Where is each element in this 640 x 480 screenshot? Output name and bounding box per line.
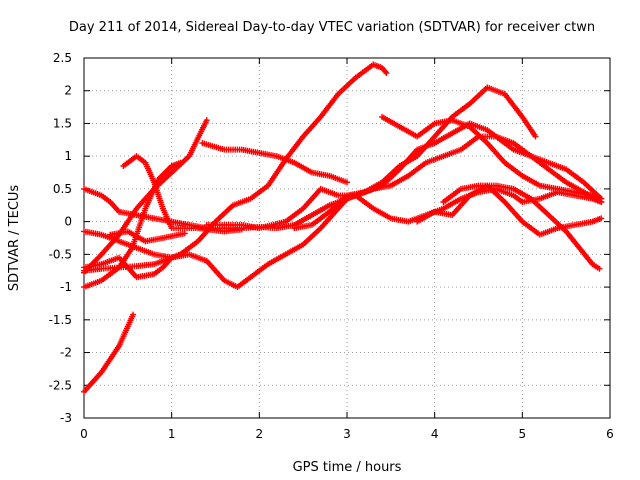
- y-tick-label: 0.5: [53, 182, 72, 196]
- chart-title: Day 211 of 2014, Sidereal Day-to-day VTE…: [69, 20, 595, 35]
- x-tick-label: 4: [431, 427, 439, 441]
- data-point: [344, 179, 350, 186]
- y-tick-label: -1: [60, 280, 72, 294]
- data-track: [440, 182, 603, 272]
- y-axis-label: SDTVAR / TECUs: [7, 185, 22, 292]
- y-tick-label: 2.5: [53, 51, 72, 65]
- y-tick-label: 1: [64, 149, 72, 163]
- data-track: [81, 311, 137, 395]
- x-axis-label: GPS time / hours: [293, 460, 402, 475]
- y-tick-label: -2: [60, 346, 72, 360]
- data-track: [199, 140, 350, 186]
- x-tick-label: 1: [168, 427, 176, 441]
- y-tick-labels: -3 -2.5 -2 -1.5 -1 -0.5 0 0.5 1 1.5 2 2.5: [49, 51, 72, 425]
- y-tick-label: 2: [64, 84, 72, 98]
- x-tick-labels: 0 1 2 3 4 5 6: [80, 427, 614, 441]
- data-point: [598, 195, 605, 202]
- data-track: [379, 113, 605, 202]
- data-point: [383, 70, 390, 77]
- x-tick-label: 0: [80, 427, 88, 441]
- data-series: [81, 61, 605, 395]
- data-point: [181, 230, 188, 237]
- data-track: [81, 254, 175, 281]
- y-tick-label: 0: [64, 215, 72, 229]
- x-tick-label: 5: [519, 427, 527, 441]
- x-tick-label: 2: [256, 427, 264, 441]
- data-point: [203, 117, 210, 124]
- data-point: [532, 133, 539, 140]
- data-point: [130, 311, 137, 318]
- y-tick-label: 1.5: [53, 116, 72, 130]
- data-track: [81, 61, 390, 274]
- y-tick-label: -3: [60, 411, 72, 425]
- data-point: [596, 265, 603, 272]
- x-tick-label: 3: [343, 427, 351, 441]
- data-track: [107, 228, 188, 245]
- data-track: [203, 133, 605, 232]
- y-tick-label: -1.5: [49, 313, 72, 327]
- x-tick-label: 6: [606, 427, 614, 441]
- data-point: [598, 215, 605, 222]
- data-track: [414, 182, 605, 238]
- y-tick-label: -2.5: [49, 378, 72, 392]
- data-point: [168, 254, 175, 261]
- data-point: [177, 159, 184, 166]
- data-track: [81, 185, 605, 232]
- y-tick-label: -0.5: [49, 247, 72, 261]
